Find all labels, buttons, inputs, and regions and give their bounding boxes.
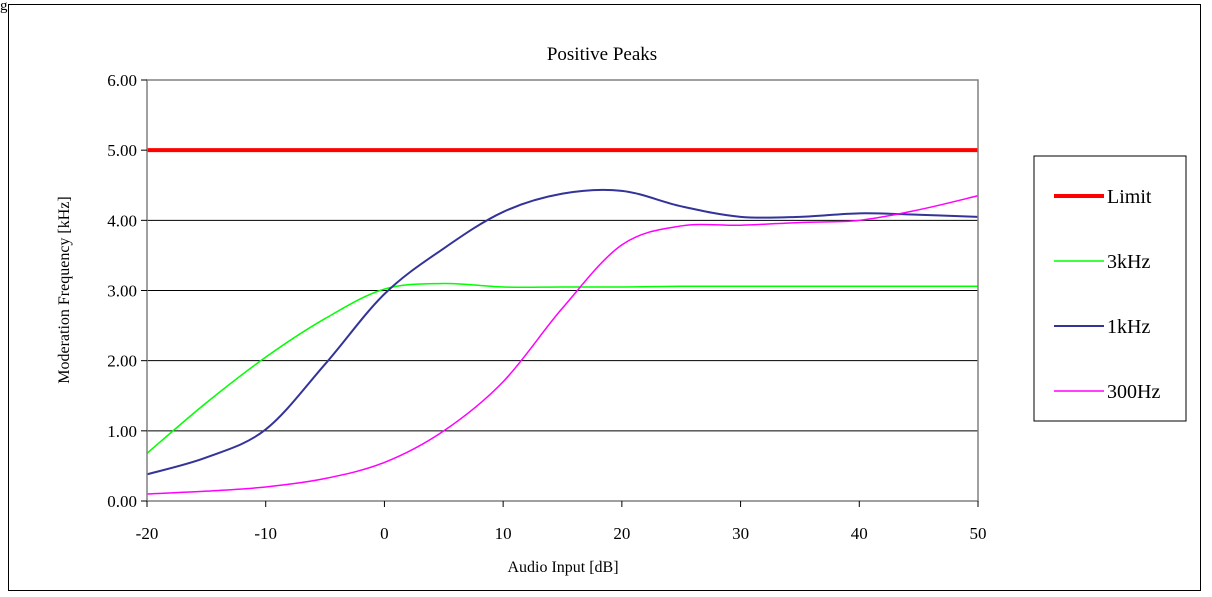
gridlines — [147, 149, 978, 432]
x-tick-label: 40 — [851, 524, 868, 543]
x-axis-label: Audio Input [dB] — [507, 559, 618, 576]
y-axis-label: Moderation Frequency [kHz] — [56, 196, 73, 384]
series-lines — [146, 148, 979, 495]
legend-label-300hz: 300Hz — [1107, 381, 1160, 403]
legend-label-1khz: 1kHz — [1107, 316, 1150, 338]
legend-label-limit: Limit — [1107, 186, 1152, 208]
y-tick-label: 4.00 — [107, 211, 137, 230]
legend-label-3khz: 3kHz — [1107, 251, 1150, 273]
y-tick-label: 6.00 — [107, 71, 137, 90]
x-tick-label: -10 — [254, 524, 277, 543]
top-left-label: g — [0, 0, 8, 14]
x-tick-label: 10 — [495, 524, 512, 543]
y-tick-label: 2.00 — [107, 352, 137, 371]
y-tick-label: 0.00 — [107, 492, 137, 511]
x-tick-label: 30 — [732, 524, 749, 543]
series-line-3khz — [146, 282, 978, 454]
y-axis-ticks: 0.00 1.00 2.00 3.00 4.00 5.00 6.00 — [107, 71, 147, 511]
chart-title: Positive Peaks — [547, 44, 657, 65]
x-tick-label: 50 — [970, 524, 987, 543]
x-tick-label: -20 — [136, 524, 159, 543]
y-tick-label: 3.00 — [107, 282, 137, 301]
legend: Limit 3kHz 1kHz 300Hz — [1033, 155, 1187, 422]
y-tick-label: 1.00 — [107, 422, 137, 441]
legend-box — [1033, 155, 1187, 422]
x-tick-label: 20 — [613, 524, 630, 543]
series-line-300hz — [146, 195, 979, 495]
y-tick-label: 5.00 — [107, 141, 137, 160]
chart-area-border — [8, 4, 1201, 591]
series-line-1khz — [146, 188, 979, 476]
x-tick-label: 0 — [380, 524, 389, 543]
x-axis-ticks: -20 -10 0 10 20 30 40 50 — [136, 501, 987, 543]
